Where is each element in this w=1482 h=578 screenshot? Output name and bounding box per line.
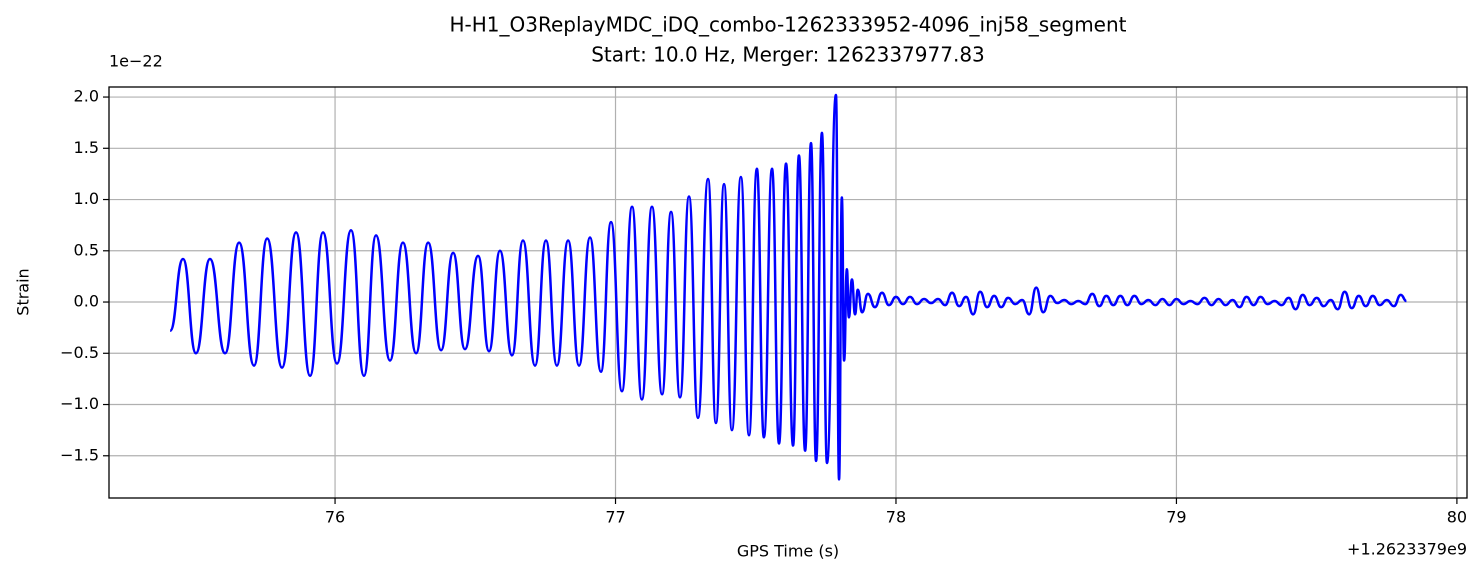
x-axis-label: GPS Time (s) (737, 542, 839, 561)
y-tick-label: 0.0 (74, 292, 99, 311)
x-tick-label: 77 (605, 508, 625, 527)
x-offset-text: +1.2623379e9 (1347, 540, 1467, 559)
x-tick-label: 80 (1447, 508, 1467, 527)
y-offset-text: 1e−22 (109, 52, 163, 71)
plot-frame (108, 86, 1468, 499)
y-tick-label: 1.5 (74, 138, 99, 157)
x-tick-label: 78 (886, 508, 906, 527)
chart-subtitle: Start: 10.0 Hz, Merger: 1262337977.83 (591, 43, 985, 67)
chart-title: H-H1_O3ReplayMDC_iDQ_combo-1262333952-40… (449, 13, 1126, 37)
y-axis-label: Strain (14, 268, 33, 315)
y-tick-label: −0.5 (60, 343, 99, 362)
line-series (168, 93, 1407, 481)
x-tick-label: 76 (325, 508, 345, 527)
y-tick-label: 0.5 (74, 240, 99, 259)
y-tick-label: −1.5 (60, 445, 99, 464)
y-tick-label: 2.0 (74, 87, 99, 106)
x-tick-label: 79 (1166, 508, 1186, 527)
y-tick-label: 1.0 (74, 189, 99, 208)
y-tick-label: −1.0 (60, 394, 99, 413)
